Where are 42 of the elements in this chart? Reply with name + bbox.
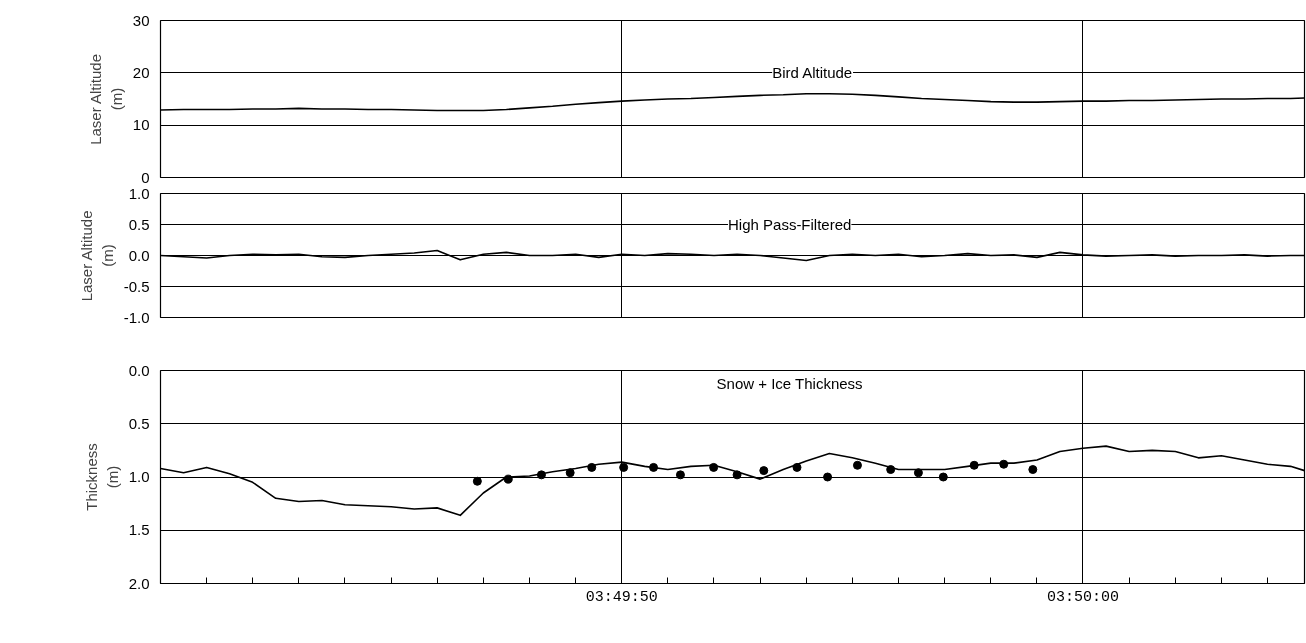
point (619, 462, 629, 472)
point (536, 470, 546, 480)
y-tick-label: 2.0 (128, 574, 150, 592)
point (472, 476, 482, 486)
x-tick-label: 03:49:50 (585, 588, 658, 606)
text: High Pass-Filtered (728, 216, 852, 233)
y-tick-label: 1.0 (128, 468, 150, 485)
point (587, 462, 597, 472)
y-tick-label: 20 (132, 63, 150, 81)
y-tick-label: 0.5 (128, 215, 150, 233)
point (1028, 465, 1038, 475)
point (503, 474, 513, 484)
point (913, 468, 923, 478)
y-axis-title: Laser Altitude (m) (87, 53, 125, 145)
point (969, 460, 979, 470)
x-tick-label: 03:50:00 (1046, 588, 1119, 606)
chart-title: Snow + Ice Thickness (716, 375, 863, 392)
y-tick-label: 0 (141, 168, 150, 186)
point (675, 470, 685, 480)
y-tick-label: -0.5 (123, 277, 150, 295)
point (823, 472, 833, 482)
y-tick-label: 0.0 (128, 361, 150, 379)
y-axis-title: Laser Altitude (m) (78, 210, 116, 302)
point (938, 472, 948, 482)
point (759, 466, 769, 476)
point (852, 460, 862, 470)
point (709, 462, 719, 472)
y-tick-label: 0.5 (128, 414, 150, 432)
y-tick-label: 10 (132, 116, 150, 134)
point (999, 459, 1009, 469)
point (732, 470, 742, 480)
y-tick-label: 30 (132, 11, 150, 29)
point (649, 462, 659, 472)
point (792, 462, 802, 472)
y-tick-label: -1.0 (123, 308, 150, 326)
text: Bird Altitude (772, 64, 853, 82)
y-tick-label: 1.0 (128, 184, 150, 202)
y-axis-title: Thickness (m) (83, 443, 121, 511)
y-tick-label: 0.0 (128, 246, 150, 264)
point (565, 468, 575, 478)
y-tick-label: 1.5 (128, 521, 150, 539)
point (886, 465, 896, 475)
